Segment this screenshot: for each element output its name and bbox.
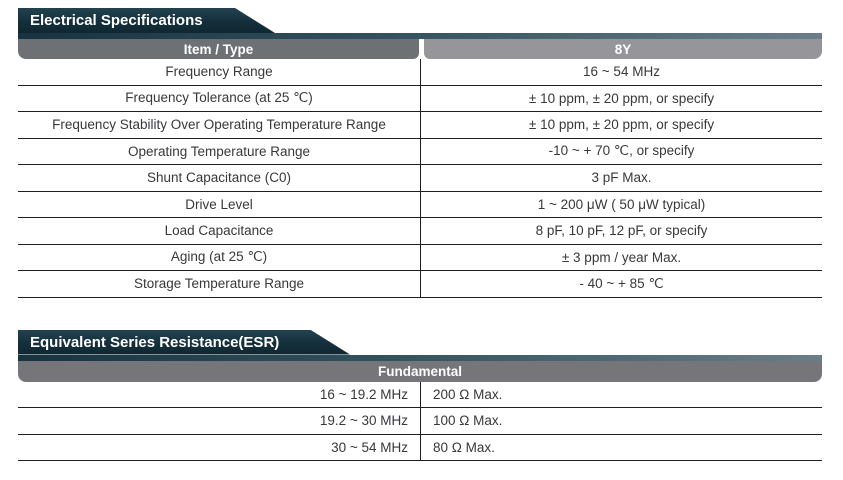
table-row: 30 ~ 54 MHz 80 Ω Max.	[18, 434, 822, 461]
spec-item-cell: Aging (at 25 ℃)	[18, 244, 421, 270]
table-row: Frequency Tolerance (at 25 ℃) ± 10 ppm, …	[18, 85, 822, 112]
esr-section-title: Equivalent Series Resistance(ESR)	[30, 333, 280, 351]
spec-value-cell: - 40 ~ + 85 ℃	[579, 275, 664, 291]
spec-rows: Frequency Range 16 ~ 54 MHz Frequency To…	[18, 59, 822, 298]
spec-item-cell: Frequency Stability Over Operating Tempe…	[18, 112, 421, 138]
spec-value-cell: 16 ~ 54 MHz	[583, 64, 660, 80]
table-row: Storage Temperature Range - 40 ~ + 85 ℃	[18, 271, 822, 298]
spec-item-cell: Frequency Tolerance (at 25 ℃)	[18, 85, 421, 111]
spec-value-cell: ± 3 ppm / year Max.	[561, 249, 682, 265]
esr-section: Equivalent Series Resistance(ESR) Fundam…	[18, 330, 822, 461]
esr-range-cell: 19.2 ~ 30 MHz	[18, 408, 421, 434]
table-row: Shunt Capacitance (C0) 3 pF Max.	[18, 165, 822, 192]
table-row: Drive Level 1 ~ 200 μW ( 50 μW typical)	[18, 191, 822, 218]
esr-value-cell: 80 Ω Max.	[433, 439, 495, 455]
table-row: Frequency Range 16 ~ 54 MHz	[18, 59, 822, 86]
spec-column-headers: Item / Type 8Y	[18, 39, 822, 59]
spec-item-cell: Load Capacitance	[18, 218, 421, 244]
spec-value-cell: 8 pF, 10 pF, 12 pF, or specify	[535, 223, 708, 239]
esr-range-cell: 30 ~ 54 MHz	[18, 434, 421, 460]
column-header-item-type: Item / Type	[18, 39, 419, 59]
esr-range-cell: 16 ~ 19.2 MHz	[18, 381, 421, 407]
table-row: 19.2 ~ 30 MHz 100 Ω Max.	[18, 408, 822, 435]
spec-item-cell: Drive Level	[18, 191, 421, 217]
spec-item-cell: Storage Temperature Range	[18, 271, 421, 297]
table-row: Load Capacitance 8 pF, 10 pF, 12 pF, or …	[18, 218, 822, 245]
spec-section-title: Electrical Specifications	[30, 12, 203, 29]
spec-value-cell: ± 10 ppm, ± 20 ppm, or specify	[528, 117, 715, 133]
esr-title-band: Equivalent Series Resistance(ESR)	[18, 330, 822, 361]
spec-value-cell: 1 ~ 200 μW ( 50 μW typical)	[537, 196, 706, 212]
esr-value-cell: 100 Ω Max.	[433, 413, 503, 429]
column-header-8y: 8Y	[424, 39, 822, 59]
spec-value-cell: -10 ~ + 70 ℃, or specify	[548, 143, 695, 159]
table-row: Operating Temperature Range -10 ~ + 70 ℃…	[18, 138, 822, 165]
spec-value-cell: ± 10 ppm, ± 20 ppm, or specify	[528, 90, 715, 106]
spec-item-cell: Operating Temperature Range	[18, 138, 421, 164]
table-row: Aging (at 25 ℃) ± 3 ppm / year Max.	[18, 244, 822, 271]
spec-value-cell: 3 pF Max.	[591, 170, 652, 186]
electrical-specifications-section: Electrical Specifications Item / Type 8Y…	[18, 8, 822, 298]
table-row: Frequency Stability Over Operating Tempe…	[18, 112, 822, 139]
table-row: 16 ~ 19.2 MHz 200 Ω Max.	[18, 381, 822, 408]
esr-header-fundamental: Fundamental	[18, 360, 822, 382]
spec-item-cell: Frequency Range	[18, 59, 421, 85]
esr-rows: 16 ~ 19.2 MHz 200 Ω Max. 19.2 ~ 30 MHz 1…	[18, 381, 822, 461]
esr-accent-line	[18, 354, 822, 361]
spec-accent-line	[18, 33, 822, 39]
spec-title-flag: Electrical Specifications	[18, 8, 275, 33]
spec-title-band: Electrical Specifications	[18, 8, 822, 39]
spec-item-cell: Shunt Capacitance (C0)	[18, 165, 421, 191]
esr-title-flag: Equivalent Series Resistance(ESR)	[18, 330, 350, 355]
esr-value-cell: 200 Ω Max.	[433, 386, 503, 402]
